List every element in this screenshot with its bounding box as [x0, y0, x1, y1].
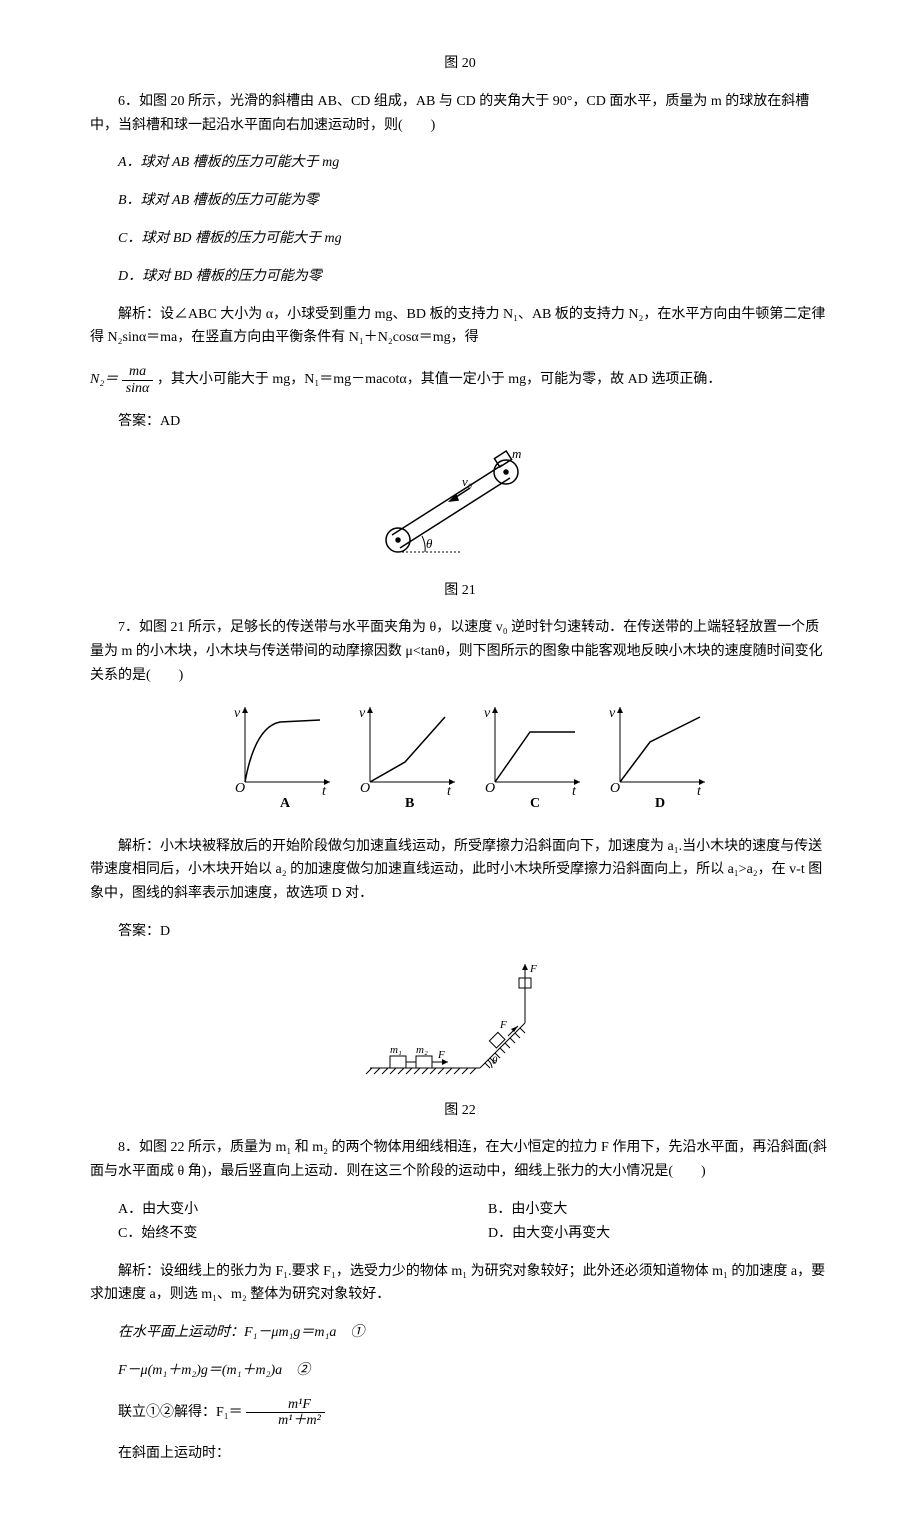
- svg-text:B: B: [405, 796, 414, 811]
- q8-frac-den: m¹＋m²: [246, 1413, 325, 1428]
- q8-opts-row2: C．始终不变 D．由大变小再变大: [90, 1222, 830, 1246]
- q8-eq3-pre: 联立①②解得：F₁＝: [118, 1405, 243, 1420]
- svg-text:F: F: [499, 1019, 507, 1031]
- q6-optC-text: C．球对 BD 槽板的压力可能大于 mg: [118, 231, 342, 246]
- fig22-label: 图 22: [90, 1099, 830, 1123]
- svg-text:C: C: [530, 796, 540, 811]
- q8-optA: A．由大变小: [90, 1198, 460, 1222]
- q6-optB: B．球对 AB 槽板的压力可能为零: [90, 189, 830, 213]
- svg-text:t: t: [697, 784, 702, 799]
- q7-analysis: 解析：小木块被释放后的开始阶段做匀加速直线运动，所受摩擦力沿斜面向下，加速度为 …: [90, 835, 830, 906]
- svg-text:θ: θ: [492, 1055, 498, 1067]
- svg-text:v: v: [359, 706, 366, 721]
- q6-analysis-1: 解析：设∠ABC 大小为 α，小球受到重力 mg、BD 板的支持力 N₁、AB …: [90, 303, 830, 351]
- q6-optC: C．球对 BD 槽板的压力可能大于 mg: [90, 227, 830, 251]
- svg-text:O: O: [485, 781, 495, 796]
- fig22-svg: m₁ m₂ F F F θ: [90, 958, 830, 1097]
- svg-text:v: v: [234, 706, 241, 721]
- fig21-m: m: [512, 448, 521, 461]
- q6-answer: 答案：AD: [90, 410, 830, 434]
- svg-text:O: O: [610, 781, 620, 796]
- q8-eq2: F－μ(m₁＋m₂)g＝(m₁＋m₂)a ②: [90, 1359, 830, 1383]
- fig21-v0: v₀: [462, 474, 472, 489]
- q8-optC: C．始终不变: [90, 1222, 460, 1246]
- svg-text:m₂: m₂: [416, 1044, 428, 1056]
- fig21-theta: θ: [426, 536, 433, 551]
- q8-eq3: 联立①②解得：F₁＝ m¹F m¹＋m²: [90, 1397, 830, 1429]
- fig21-label: 图 21: [90, 579, 830, 603]
- fig21-svg: θ v₀ m: [90, 448, 830, 577]
- q8-optB: B．由小变大: [460, 1198, 830, 1222]
- q8-eq4: 在斜面上运动时：: [90, 1442, 830, 1466]
- q8-optD: D．由大变小再变大: [460, 1222, 830, 1246]
- q6-optA-text: A．球对 AB 槽板的压力可能大于 mg: [118, 155, 339, 170]
- q6-fraction: ma sinα: [122, 364, 154, 396]
- q6-frac-den: sinα: [122, 381, 154, 396]
- q8-eq1: 在水平面上运动时：F₁－μm₁g＝m₁a ①: [90, 1321, 830, 1345]
- q6-ana2-pre: N₂＝: [90, 372, 118, 387]
- q6-optA: A．球对 AB 槽板的压力可能大于 mg: [90, 151, 830, 175]
- fig20-label: 图 20: [90, 52, 830, 76]
- svg-text:O: O: [360, 781, 370, 796]
- q6-frac-num: ma: [122, 364, 154, 380]
- q7-answer: 答案：D: [90, 920, 830, 944]
- svg-text:t: t: [572, 784, 577, 799]
- q8-frac-num: m¹F: [246, 1397, 325, 1413]
- q6-optD: D．球对 BD 槽板的压力可能为零: [90, 265, 830, 289]
- q8-analysis: 解析：设细线上的张力为 F₁.要求 F₁，选受力少的物体 m₁ 为研究对象较好；…: [90, 1260, 830, 1308]
- svg-text:F: F: [437, 1049, 445, 1061]
- q7-stem: 7．如图 21 所示，足够长的传送带与水平面夹角为 θ，以速度 v₀ 逆时针匀速…: [90, 616, 830, 687]
- q7-graphs: v O t A v O t B v O t C v O t D: [90, 702, 830, 821]
- q6-ana2-post: ，其大小可能大于 mg，N₁＝mg－macotα，其值一定小于 mg，可能为零，…: [157, 372, 721, 387]
- svg-text:m₁: m₁: [390, 1044, 402, 1056]
- q6-stem: 6．如图 20 所示，光滑的斜槽由 AB、CD 组成，AB 与 CD 的夹角大于…: [90, 90, 830, 138]
- svg-text:v: v: [484, 706, 491, 721]
- svg-text:t: t: [447, 784, 452, 799]
- q6-analysis-2: N₂＝ ma sinα ，其大小可能大于 mg，N₁＝mg－macotα，其值一…: [90, 364, 830, 396]
- svg-text:v: v: [609, 706, 616, 721]
- q8-stem: 8．如图 22 所示，质量为 m₁ 和 m₂ 的两个物体用细线相连，在大小恒定的…: [90, 1136, 830, 1184]
- svg-text:t: t: [322, 784, 327, 799]
- q6-optB-text: B．球对 AB 槽板的压力可能为零: [118, 193, 319, 208]
- q8-fraction: m¹F m¹＋m²: [246, 1397, 325, 1429]
- q8-opts-row1: A．由大变小 B．由小变大: [90, 1198, 830, 1222]
- svg-text:F: F: [529, 963, 537, 975]
- svg-text:D: D: [655, 796, 665, 811]
- svg-text:A: A: [280, 796, 291, 811]
- q6-optD-text: D．球对 BD 槽板的压力可能为零: [118, 269, 322, 284]
- svg-text:O: O: [235, 781, 245, 796]
